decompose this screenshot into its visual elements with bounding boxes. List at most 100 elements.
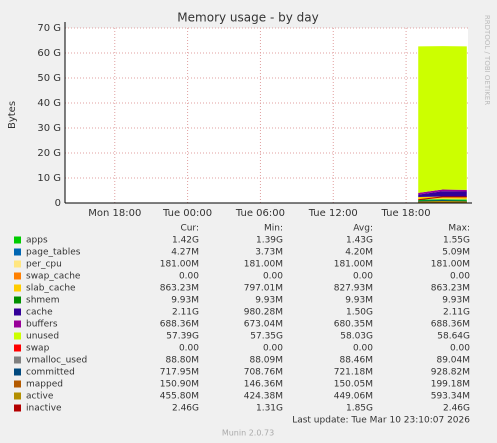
- legend-label: shmem: [26, 296, 59, 306]
- legend-swatch: [14, 320, 21, 328]
- legend-stat: 0.00: [353, 344, 373, 354]
- legend-label: mapped: [26, 380, 63, 390]
- legend-stat: 9.93M: [345, 296, 373, 306]
- chart-title: Memory usage - by day: [177, 11, 318, 25]
- plot-area: [65, 28, 468, 203]
- legend-stat: 680.35M: [334, 320, 373, 330]
- legend-stat: 0.00: [353, 272, 373, 282]
- legend-stat: 0.00: [450, 272, 470, 282]
- legend-stat: 673.04M: [244, 320, 283, 330]
- legend-stat: 424.38M: [244, 392, 283, 402]
- legend-stat: 0.00: [450, 344, 470, 354]
- legend-stat: 88.09M: [249, 356, 283, 366]
- legend-stat: 0.00: [179, 344, 199, 354]
- legend-stat: 181.00M: [431, 260, 470, 270]
- legend-stat: 0.00: [263, 272, 283, 282]
- legend-stat: 980.28M: [244, 308, 283, 318]
- legend-label: unused: [26, 332, 59, 342]
- x-tick-label: Tue 00:00: [162, 208, 212, 219]
- legend-stat: 827.93M: [334, 284, 373, 294]
- legend-stat: 9.93M: [171, 296, 199, 306]
- legend-swatch: [14, 392, 21, 400]
- legend-swatch: [14, 380, 21, 388]
- legend-stat: 181.00M: [244, 260, 283, 270]
- legend-swatch: [14, 248, 21, 256]
- legend-swatch: [14, 284, 21, 292]
- area: [418, 46, 467, 193]
- legend-stat: 57.39G: [166, 332, 199, 342]
- area: [418, 198, 467, 200]
- y-tick-label: 10 G: [37, 173, 61, 184]
- legend-stat: 58.03G: [340, 332, 373, 342]
- legend-stat: 863.23M: [160, 284, 199, 294]
- last-update: Last update: Tue Mar 10 23:10:07 2026: [292, 416, 470, 426]
- legend-stat: 199.18M: [431, 380, 470, 390]
- legend-stat: 88.46M: [339, 356, 373, 366]
- legend-stat: 1.39G: [256, 236, 283, 246]
- y-tick-label: 0: [55, 198, 61, 209]
- legend-label: per_cpu: [26, 260, 62, 270]
- x-tick-label: Tue 06:00: [235, 208, 285, 219]
- legend-stat: 708.76M: [244, 368, 283, 378]
- y-tick-label: 60 G: [37, 48, 61, 59]
- legend-swatch: [14, 272, 21, 280]
- area: [418, 191, 467, 198]
- legend-stat: 3.73M: [255, 248, 283, 258]
- legend-label: buffers: [26, 320, 58, 330]
- legend-swatch: [14, 344, 21, 352]
- x-tick-label: Tue 12:00: [308, 208, 358, 219]
- legend-stat: 1.43G: [346, 236, 373, 246]
- legend-stat: 455.80M: [160, 392, 199, 402]
- legend-stat: 4.27M: [171, 248, 199, 258]
- side-text: RRDTOOL / TOBI OETIKER: [483, 15, 491, 105]
- legend-label: swap_cache: [26, 272, 81, 282]
- legend-stat: 88.80M: [165, 356, 199, 366]
- legend-label: vmalloc_used: [26, 356, 87, 366]
- legend-stat: 721.18M: [334, 368, 373, 378]
- legend-stat: 9.93M: [255, 296, 283, 306]
- legend-stat: 1.50G: [346, 308, 373, 318]
- legend-stat: 2.11G: [443, 308, 470, 318]
- legend-swatch: [14, 332, 21, 340]
- legend-swatch: [14, 356, 21, 364]
- legend-header: Max:: [448, 224, 470, 234]
- legend-stat: 5.09M: [442, 248, 470, 258]
- legend-swatch: [14, 404, 21, 412]
- legend-label: cache: [26, 308, 53, 318]
- legend-swatch: [14, 368, 21, 376]
- legend-swatch: [14, 260, 21, 268]
- legend-swatch: [14, 308, 21, 316]
- y-tick-label: 50 G: [37, 73, 61, 84]
- legend-label: active: [26, 392, 54, 402]
- y-tick-label: 30 G: [37, 123, 61, 134]
- legend-stat: 57.35G: [250, 332, 283, 342]
- legend-stat: 1.85G: [346, 404, 373, 414]
- line: [418, 196, 467, 201]
- legend-stat: 150.90M: [160, 380, 199, 390]
- legend-stat: 717.95M: [160, 368, 199, 378]
- legend-label: page_tables: [26, 248, 81, 258]
- legend-stat: 2.11G: [172, 308, 199, 318]
- legend-stat: 0.00: [179, 272, 199, 282]
- legend-stat: 4.20M: [345, 248, 373, 258]
- x-tick-label: Mon 18:00: [88, 208, 141, 219]
- legend-stat: 593.34M: [431, 392, 470, 402]
- legend-stat: 2.46G: [172, 404, 199, 414]
- legend-label: committed: [26, 368, 75, 378]
- legend-header: Avg:: [353, 224, 373, 234]
- legend-stat: 688.36M: [431, 320, 470, 330]
- legend-stat: 89.04M: [436, 356, 470, 366]
- legend-stat: 1.42G: [172, 236, 199, 246]
- legend-label: apps: [26, 236, 48, 246]
- legend-stat: 146.36M: [244, 380, 283, 390]
- legend-stat: 58.64G: [437, 332, 470, 342]
- legend-stat: 928.82M: [431, 368, 470, 378]
- y-tick-label: 20 G: [37, 148, 61, 159]
- y-tick-label: 70 G: [37, 23, 61, 34]
- legend-header: Cur:: [180, 224, 199, 234]
- legend-stat: 0.00: [263, 344, 283, 354]
- footer: Munin 2.0.73: [222, 429, 274, 438]
- legend-label: slab_cache: [26, 284, 76, 294]
- area: [418, 189, 467, 195]
